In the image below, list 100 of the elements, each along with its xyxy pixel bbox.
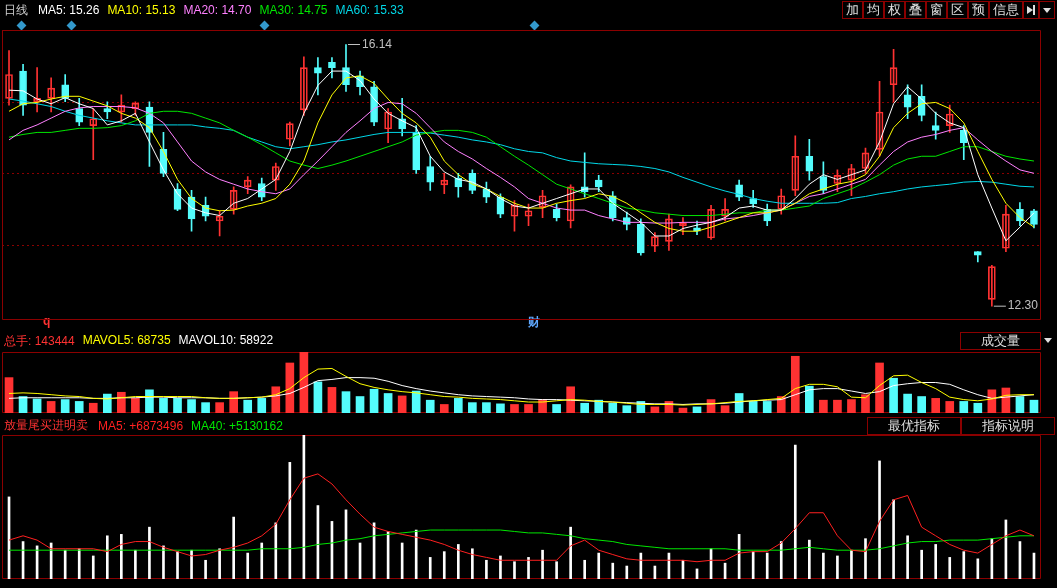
bar bbox=[569, 526, 572, 579]
bar bbox=[499, 555, 502, 579]
bar bbox=[1015, 396, 1025, 413]
text: MA10: 15.13 bbox=[107, 3, 176, 17]
bar bbox=[428, 557, 432, 579]
bar bbox=[833, 399, 842, 413]
bar bbox=[341, 391, 351, 413]
bar bbox=[468, 402, 477, 413]
bar bbox=[131, 398, 140, 413]
text: MA5: 15.26 bbox=[38, 3, 100, 17]
bar bbox=[355, 396, 365, 413]
bar bbox=[861, 394, 870, 413]
text: MA30: 14.75 bbox=[259, 3, 328, 17]
bar bbox=[88, 402, 98, 413]
bar bbox=[959, 401, 969, 413]
bar bbox=[566, 386, 575, 413]
bar bbox=[471, 548, 474, 579]
bar bbox=[945, 401, 955, 413]
bar bbox=[414, 529, 418, 579]
bar bbox=[920, 549, 923, 579]
bar bbox=[597, 552, 601, 579]
bar bbox=[243, 399, 253, 413]
bar bbox=[105, 535, 109, 579]
bar bbox=[496, 403, 505, 413]
bar bbox=[63, 549, 67, 579]
bar bbox=[748, 401, 758, 413]
bar bbox=[134, 549, 137, 579]
bar bbox=[808, 539, 811, 579]
bar bbox=[260, 542, 264, 579]
bar bbox=[215, 402, 224, 413]
bar bbox=[622, 405, 632, 413]
bar bbox=[864, 538, 867, 579]
bar bbox=[793, 444, 797, 579]
bar bbox=[527, 557, 530, 579]
bar bbox=[257, 398, 267, 413]
text: MA5: +6873496 bbox=[98, 418, 184, 433]
bar bbox=[720, 405, 730, 413]
bar bbox=[962, 551, 966, 579]
bar bbox=[453, 398, 463, 413]
annotation: 16.14 bbox=[361, 36, 393, 51]
bar bbox=[836, 555, 839, 579]
bar bbox=[369, 388, 379, 413]
text: 均 bbox=[863, 1, 884, 19]
bar bbox=[313, 381, 323, 413]
bar bbox=[850, 549, 853, 579]
bar bbox=[594, 399, 604, 413]
bar bbox=[1029, 399, 1039, 413]
bar bbox=[383, 393, 393, 413]
bar bbox=[973, 402, 983, 413]
text: 指标说明 bbox=[961, 417, 1055, 435]
bar bbox=[232, 516, 235, 579]
bar bbox=[74, 401, 84, 413]
bar bbox=[931, 398, 941, 413]
bar bbox=[779, 541, 783, 579]
bar bbox=[201, 402, 210, 413]
bar bbox=[892, 499, 895, 579]
bar bbox=[482, 402, 491, 413]
candlestick bbox=[314, 57, 322, 96]
bar bbox=[875, 362, 884, 413]
bar bbox=[878, 460, 881, 579]
bar bbox=[176, 551, 179, 579]
bar bbox=[442, 551, 446, 579]
text: MA60: 15.33 bbox=[335, 3, 404, 17]
text: 加 bbox=[842, 1, 863, 19]
bar bbox=[485, 559, 488, 579]
bar bbox=[513, 561, 516, 579]
bar bbox=[976, 558, 980, 579]
bar bbox=[439, 404, 449, 413]
bar bbox=[765, 552, 769, 579]
annotation: 12.30 bbox=[1007, 298, 1039, 313]
bar bbox=[246, 552, 250, 579]
bar bbox=[906, 535, 909, 579]
bar bbox=[625, 565, 629, 579]
bar bbox=[77, 548, 81, 579]
bar bbox=[102, 393, 112, 413]
text: 窗 bbox=[926, 1, 947, 19]
bar bbox=[271, 386, 281, 413]
bar bbox=[889, 377, 898, 413]
bar bbox=[934, 544, 938, 579]
bar bbox=[173, 398, 182, 413]
text: 预 bbox=[968, 1, 989, 19]
bar bbox=[819, 399, 828, 413]
bar bbox=[583, 559, 587, 579]
bar bbox=[159, 398, 168, 413]
bar bbox=[327, 387, 337, 413]
text: 成交量 bbox=[960, 332, 1041, 350]
bar bbox=[790, 355, 800, 413]
bar bbox=[411, 390, 421, 413]
text: 区 bbox=[947, 1, 968, 19]
bar bbox=[805, 385, 814, 413]
text: 权 bbox=[884, 1, 905, 19]
bar bbox=[552, 404, 561, 413]
bar bbox=[190, 549, 193, 579]
bar bbox=[425, 399, 435, 413]
bar bbox=[847, 399, 856, 413]
bar bbox=[611, 562, 615, 579]
bar bbox=[948, 557, 952, 579]
bar bbox=[762, 401, 772, 413]
bar bbox=[274, 522, 278, 579]
bar bbox=[580, 402, 590, 413]
